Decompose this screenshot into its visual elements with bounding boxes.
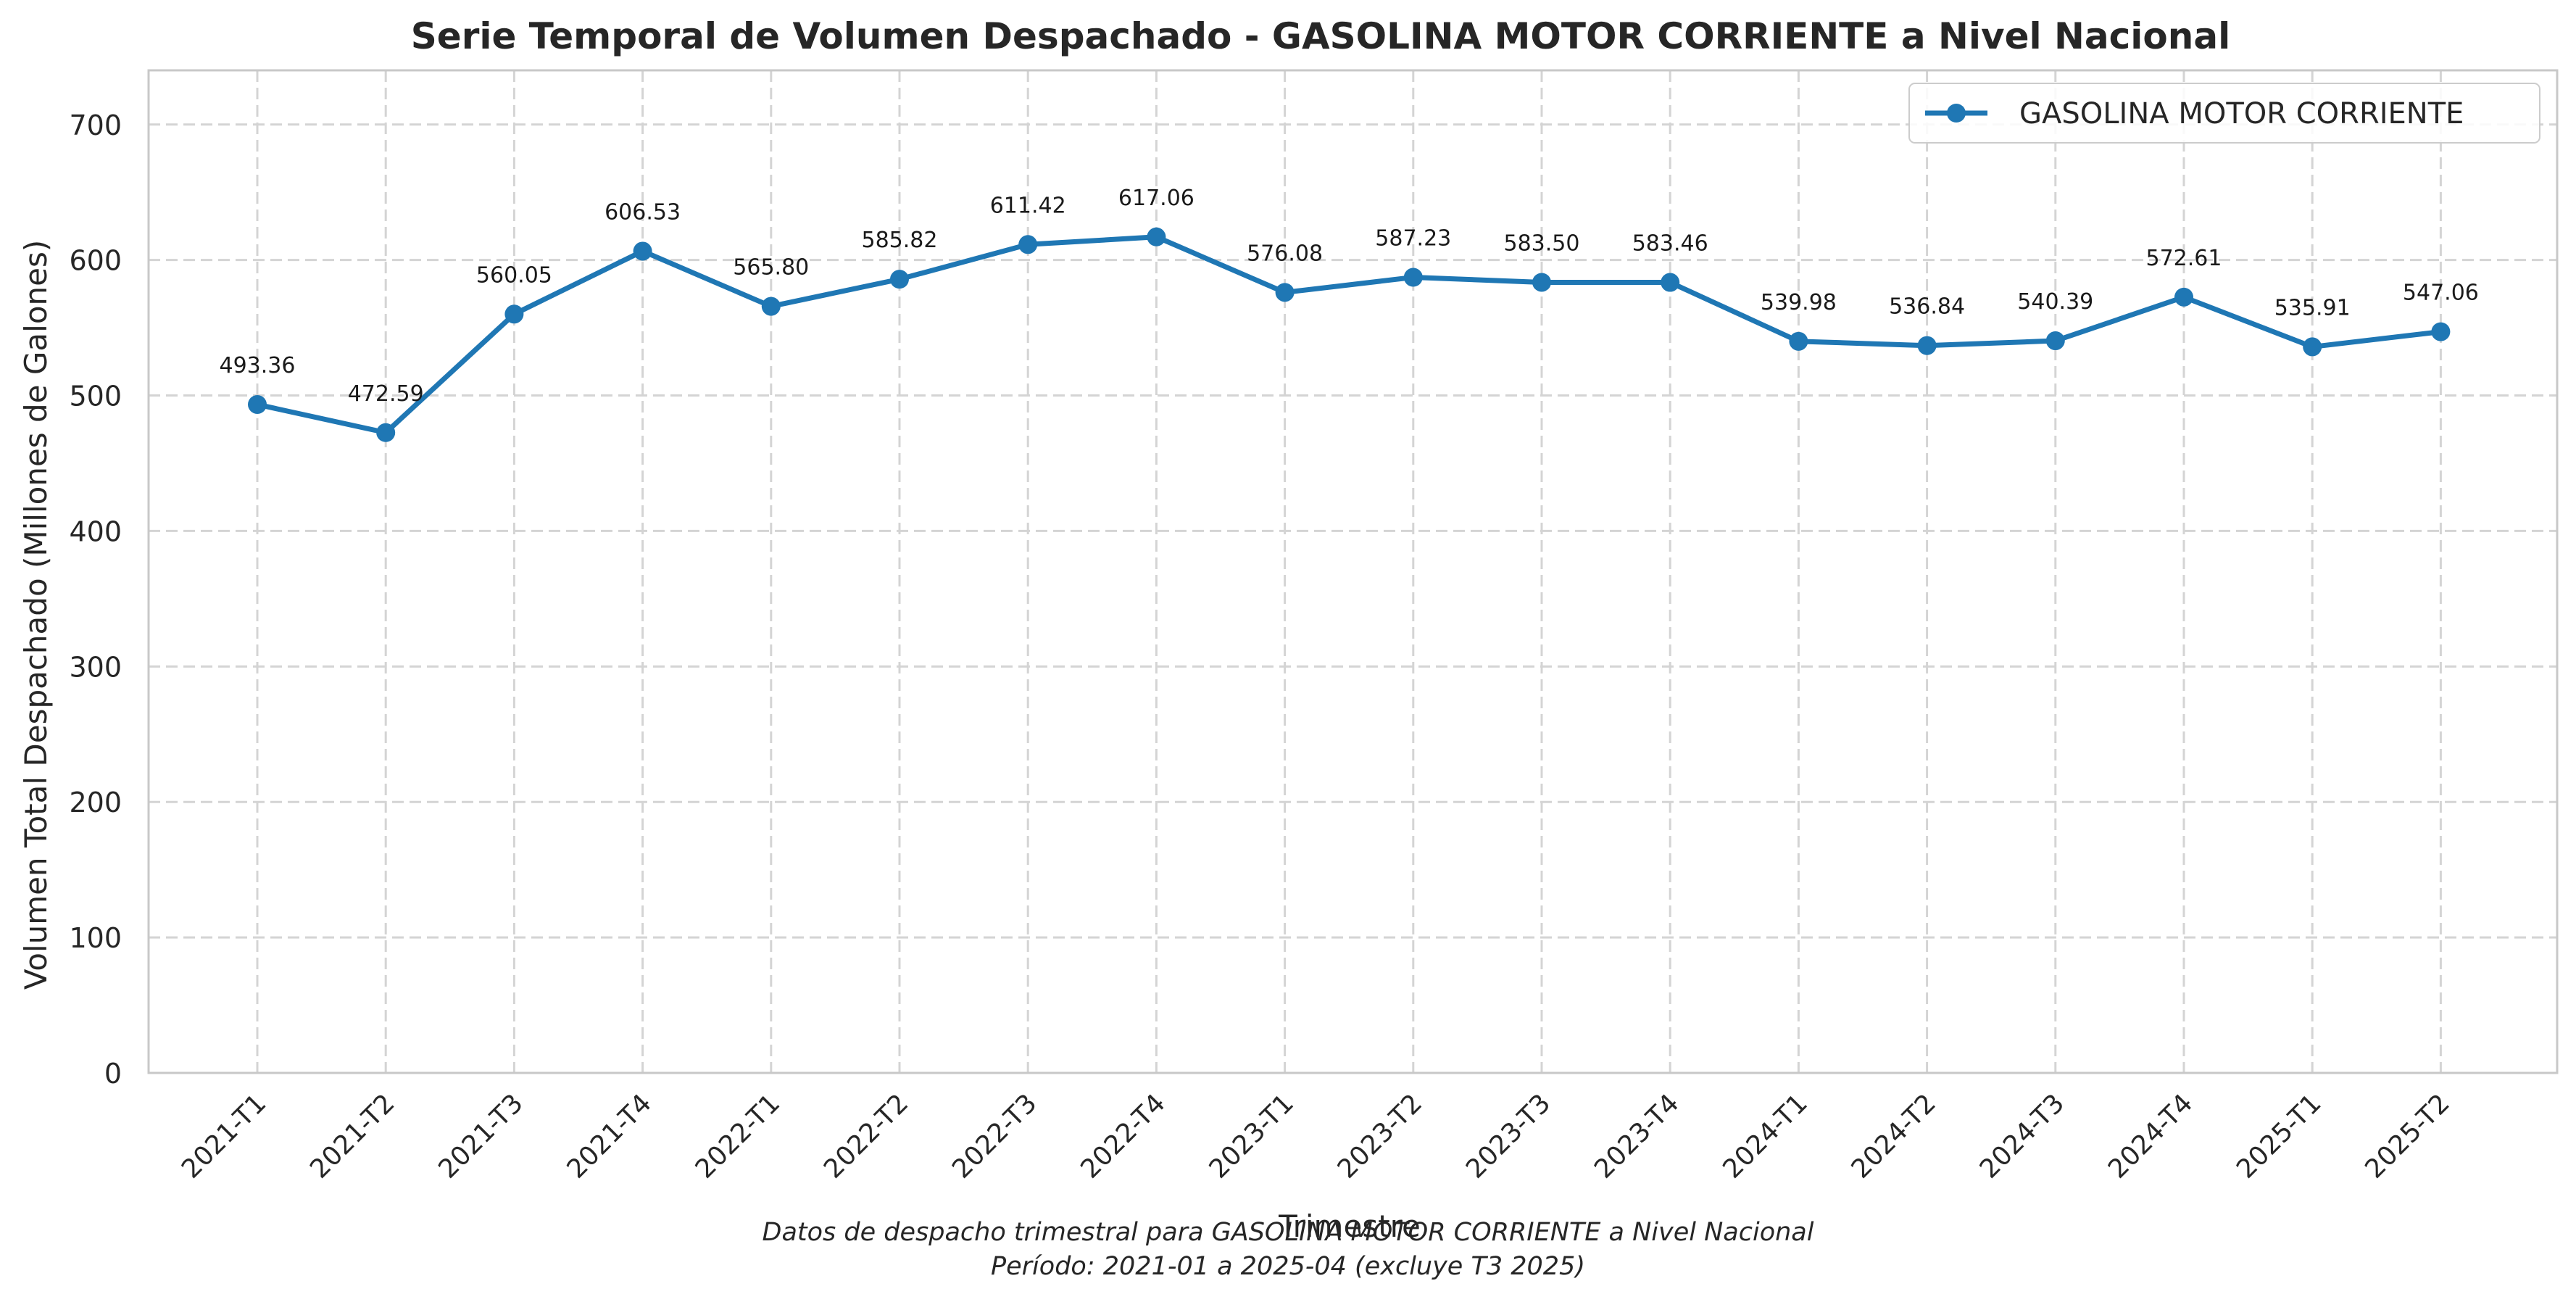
data-point (1018, 235, 1038, 254)
y-axis-label: Volumen Total Despachado (Millones de Ga… (18, 240, 54, 990)
x-axis-label: Trimestre (1278, 1208, 1421, 1244)
y-tick-label: 0 (104, 1058, 122, 1090)
y-tick-label: 400 (69, 515, 122, 547)
data-point (633, 241, 652, 261)
data-point (890, 270, 909, 289)
data-label: 535.91 (2274, 295, 2351, 320)
series-line (257, 234, 2441, 436)
series-layer (248, 227, 2451, 442)
data-point (504, 304, 524, 324)
data-label: 611.42 (990, 193, 1066, 218)
y-tick-label: 500 (69, 381, 122, 412)
data-label: 539.98 (1761, 290, 1837, 315)
data-label: 572.61 (2146, 246, 2222, 271)
data-label: 536.84 (1889, 294, 1965, 320)
grid (149, 70, 2557, 1074)
y-tick-label: 300 (69, 651, 122, 683)
data-label: 472.59 (348, 381, 424, 407)
y-tick-label: 700 (69, 109, 122, 141)
legend-point-marker (1947, 104, 1966, 123)
legend: GASOLINA MOTOR CORRIENTE (1908, 83, 2540, 144)
data-point (1661, 273, 1680, 292)
data-point (248, 394, 267, 414)
y-tick-label: 200 (69, 787, 122, 818)
data-point (1532, 273, 1551, 292)
data-point (1789, 331, 1808, 351)
data-label: 540.39 (2017, 289, 2093, 315)
data-point (2045, 331, 2065, 351)
data-label: 583.50 (1504, 231, 1580, 256)
data-label: 606.53 (604, 199, 681, 225)
data-label: 493.36 (220, 353, 296, 378)
data-point (1403, 268, 1423, 287)
data-label: 587.23 (1375, 226, 1451, 252)
legend-label: GASOLINA MOTOR CORRIENTE (2019, 97, 2464, 130)
data-label: 583.46 (1632, 231, 1708, 257)
caption-line-2: Período: 2021-01 a 2025-04 (excluye T3 2… (991, 1252, 1585, 1281)
data-label: 585.82 (862, 228, 938, 253)
data-point (1147, 227, 1166, 246)
legend-box (1908, 83, 2540, 144)
y-tick-label: 100 (69, 922, 122, 954)
data-point (2431, 322, 2451, 341)
data-label: 560.05 (476, 262, 552, 288)
data-label: 547.06 (2403, 281, 2479, 306)
data-labels: 493.36 472.59 560.05 606.53 565.80 585.82 611.… (220, 186, 2479, 407)
axes (147, 69, 2559, 1074)
data-point (376, 423, 396, 442)
data-label: 565.80 (733, 255, 809, 281)
data-label: 576.08 (1247, 241, 1323, 266)
data-point (1275, 283, 1295, 302)
data-point (1917, 336, 1937, 355)
caption-line-1: Datos de despacho trimestral para GASOLI… (763, 1218, 1814, 1247)
data-point (2303, 337, 2322, 357)
y-tick-label: 600 (69, 245, 122, 277)
data-point (2174, 287, 2193, 307)
plot-frame (147, 69, 2559, 1074)
data-point (761, 297, 781, 316)
chart-title: Serie Temporal de Volumen Despachado - G… (411, 15, 2230, 57)
data-label: 617.06 (1118, 186, 1194, 211)
